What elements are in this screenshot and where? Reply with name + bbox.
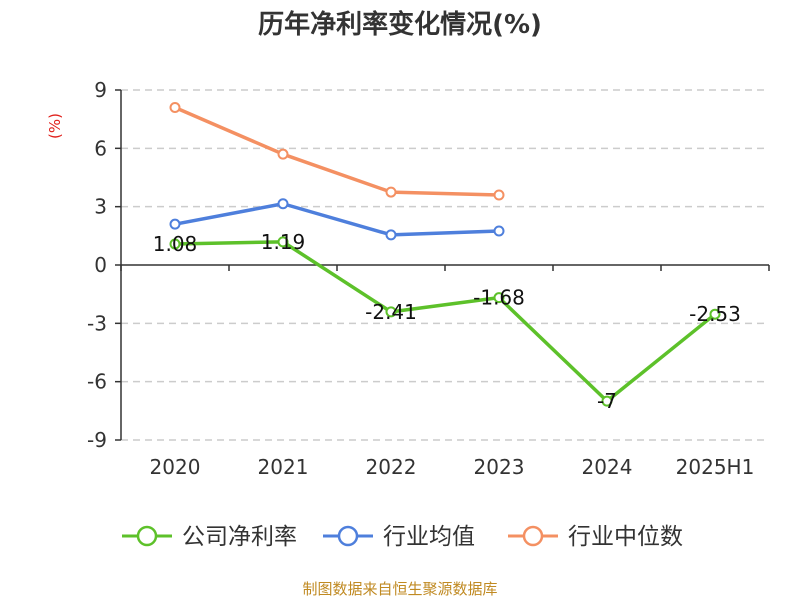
y-tick-label: -3	[87, 311, 107, 335]
series-line	[174, 240, 717, 403]
legend: 公司净利率 行业均值 行业中位数	[122, 524, 683, 550]
legend-marker	[136, 525, 158, 547]
data-label: -1.68	[473, 286, 525, 310]
legend-item[interactable]: 行业均值	[323, 524, 475, 550]
legend-label: 行业中位数	[568, 524, 683, 550]
series-line	[174, 202, 500, 237]
legend-item[interactable]: 公司净利率	[122, 524, 297, 550]
y-tick-label: 3	[94, 195, 107, 219]
data-label: -7	[597, 389, 617, 413]
data-label: -2.41	[365, 300, 417, 324]
series-line	[174, 105, 500, 197]
x-tick-label: 2021	[258, 455, 309, 479]
x-tick-label: 2022	[366, 455, 417, 479]
data-point	[493, 225, 505, 237]
y-tick-label: 0	[94, 253, 107, 277]
y-tick-label: -9	[87, 428, 107, 452]
data-point	[709, 308, 721, 320]
y-tick-label: 9	[94, 78, 107, 102]
x-tick-label: 2025H1	[676, 455, 755, 479]
y-axis-unit: (%)	[46, 113, 64, 139]
legend-marker	[522, 525, 544, 547]
data-point	[169, 102, 181, 113]
x-tick-label: 2024	[582, 455, 633, 479]
data-point	[169, 218, 181, 230]
x-tick-label: 2023	[474, 455, 525, 479]
data-point	[277, 236, 289, 248]
data-point	[277, 148, 289, 160]
x-tick-labels: 2020 2021 2022 2023 2024 2025H1	[150, 455, 755, 479]
data-source: 制图数据来自恒生聚源数据库	[302, 580, 497, 598]
x-tick-label: 2020	[150, 455, 201, 479]
data-point	[169, 238, 181, 250]
y-tick-label: -6	[87, 370, 107, 394]
data-labels: 1.08 1.19 -2.41 -1.68 -7 -2.53	[153, 230, 741, 413]
data-label: -2.53	[689, 302, 741, 326]
data-point	[493, 292, 505, 304]
legend-marker	[337, 525, 359, 547]
y-tick-labels: 9 6 3 0 -3 -6 -9	[87, 78, 107, 452]
y-tick-label: 6	[94, 136, 107, 160]
legend-label: 公司净利率	[182, 524, 297, 550]
data-point	[385, 306, 397, 318]
data-point	[385, 186, 397, 198]
legend-label: 行业均值	[383, 524, 475, 550]
data-point	[277, 198, 289, 210]
data-label: 1.08	[153, 232, 198, 256]
data-label: 1.19	[261, 230, 306, 254]
legend-item[interactable]: 行业中位数	[508, 524, 683, 550]
data-point	[385, 229, 397, 241]
axes	[115, 89, 770, 441]
data-point	[601, 395, 613, 407]
data-point	[493, 189, 505, 201]
chart-title: 历年净利率变化情况(%)	[258, 9, 542, 40]
grid-lines	[121, 89, 769, 441]
series-group	[169, 102, 721, 407]
